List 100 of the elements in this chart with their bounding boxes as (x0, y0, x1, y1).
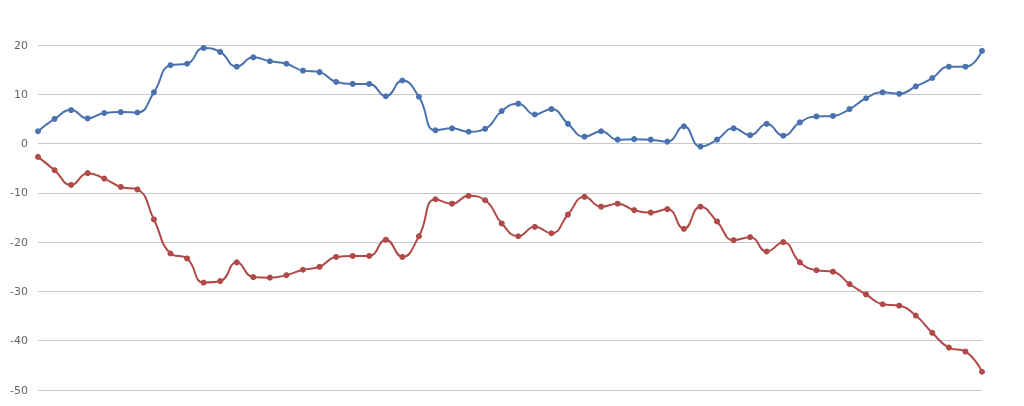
point (415, 233, 422, 240)
point (84, 115, 91, 122)
point (647, 209, 654, 216)
point (664, 138, 671, 145)
y-tick-label: -50 (10, 383, 28, 397)
point (465, 128, 472, 135)
point (349, 80, 356, 87)
point (912, 83, 919, 90)
point (846, 281, 853, 288)
point (167, 250, 174, 257)
point (896, 302, 903, 309)
point (598, 203, 605, 210)
point (432, 127, 439, 134)
point (714, 136, 721, 143)
point (68, 107, 75, 114)
point (200, 279, 207, 286)
point (51, 167, 58, 174)
point (316, 263, 323, 270)
point (763, 248, 770, 255)
point (117, 183, 124, 190)
point (896, 90, 903, 97)
point (415, 93, 422, 100)
point (813, 267, 820, 274)
point (482, 125, 489, 132)
point (498, 108, 505, 115)
point (366, 80, 373, 87)
point (829, 112, 836, 119)
point (680, 123, 687, 130)
point (631, 136, 638, 143)
point (150, 89, 157, 96)
point (498, 220, 505, 227)
point (167, 62, 174, 69)
point (614, 136, 621, 143)
point (150, 216, 157, 223)
point (796, 259, 803, 266)
point (134, 186, 141, 193)
point (515, 100, 522, 107)
point (912, 312, 919, 319)
point (564, 211, 571, 218)
point (283, 272, 290, 279)
point (929, 329, 936, 336)
y-tick-label: 0 (21, 137, 28, 151)
point (217, 48, 224, 55)
y-tick-label: 10 (14, 87, 28, 101)
point (813, 113, 820, 120)
point (35, 128, 41, 135)
point (333, 253, 340, 260)
point (35, 153, 41, 160)
point (531, 111, 538, 118)
point (366, 252, 373, 259)
point (217, 278, 224, 285)
point (863, 291, 870, 298)
point (101, 110, 108, 117)
point (962, 348, 969, 355)
point (564, 120, 571, 127)
point (979, 368, 985, 375)
point (465, 192, 472, 199)
point (647, 136, 654, 143)
point (879, 301, 886, 308)
point (763, 120, 770, 127)
point (299, 266, 306, 273)
point (200, 44, 207, 51)
point (598, 128, 605, 135)
point (482, 197, 489, 204)
point (945, 344, 952, 351)
y-tick-label: -10 (10, 186, 28, 200)
point (250, 54, 257, 61)
point (432, 196, 439, 203)
point (399, 253, 406, 260)
y-tick-label: -20 (10, 235, 28, 249)
point (184, 255, 191, 262)
point (697, 143, 704, 150)
point (382, 236, 389, 243)
point (283, 60, 290, 67)
point (747, 234, 754, 241)
point (449, 125, 456, 132)
point (697, 203, 704, 210)
point (829, 268, 836, 275)
point (730, 125, 737, 132)
point (730, 237, 737, 244)
point (747, 132, 754, 139)
point (962, 63, 969, 70)
point (680, 225, 687, 232)
point (780, 239, 787, 246)
point (929, 75, 936, 82)
point (581, 193, 588, 200)
point (879, 89, 886, 96)
point (631, 207, 638, 214)
point (333, 78, 340, 85)
point (863, 95, 870, 102)
y-tick-label: -40 (10, 334, 28, 348)
point (299, 67, 306, 74)
point (846, 106, 853, 113)
point (233, 259, 240, 266)
point (266, 58, 273, 65)
point (349, 252, 356, 259)
y-tick-label: 20 (14, 38, 28, 52)
point (515, 233, 522, 240)
point (250, 274, 257, 281)
point (316, 69, 323, 76)
